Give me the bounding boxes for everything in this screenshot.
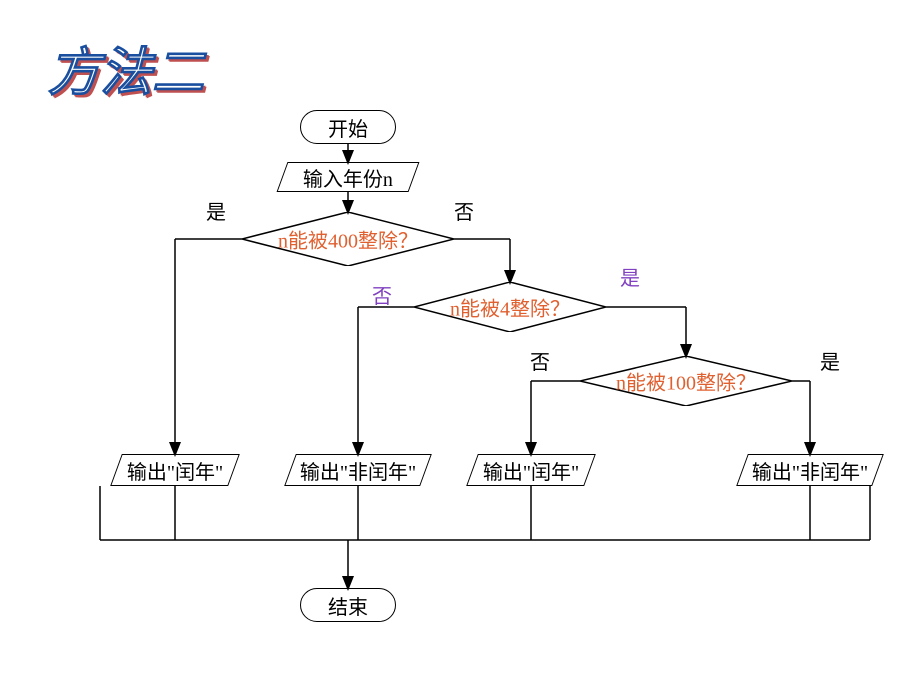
node-out3: 输出"闰年" — [466, 454, 596, 486]
node-end-label: 结束 — [328, 591, 368, 620]
edge-label: 否 — [454, 196, 474, 225]
edge-label: 否 — [530, 346, 550, 375]
node-input-label: 输入年份n — [303, 163, 393, 192]
node-input: 输入年份n — [277, 162, 420, 192]
node-out2: 输出"非闰年" — [284, 454, 432, 486]
node-d400: n能被400整除？ — [242, 212, 454, 266]
node-start-label: 开始 — [328, 113, 368, 142]
node-out2-label: 输出"非闰年" — [300, 456, 416, 485]
node-out4-label: 输出"非闰年" — [752, 456, 868, 485]
page-title: 方法二 — [48, 30, 204, 105]
node-d4: n能被4整除？ — [414, 282, 606, 332]
node-out4: 输出"非闰年" — [736, 454, 884, 486]
node-out1-label: 输出"闰年" — [127, 456, 223, 485]
node-d100: n能被100整除？ — [580, 356, 792, 406]
edge-label: 是 — [820, 346, 840, 375]
node-start: 开始 — [300, 110, 396, 144]
node-out3-label: 输出"闰年" — [483, 456, 579, 485]
node-d100-label: n能被100整除？ — [616, 367, 756, 396]
node-out1: 输出"闰年" — [110, 454, 240, 486]
node-d400-label: n能被400整除？ — [278, 225, 418, 254]
node-end: 结束 — [300, 588, 396, 622]
node-d4-label: n能被4整除？ — [450, 293, 570, 322]
edge-label: 否 — [372, 280, 392, 309]
edge-label: 是 — [620, 262, 640, 291]
edge-label: 是 — [206, 196, 226, 225]
